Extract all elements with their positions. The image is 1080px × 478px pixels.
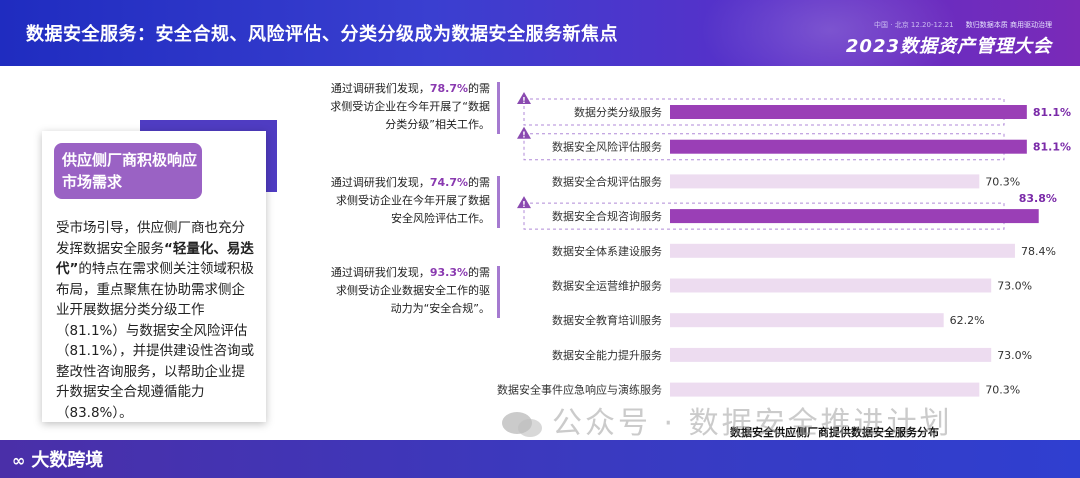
bar-6 (670, 278, 992, 293)
callout-3-pct: 93.3% (429, 266, 468, 279)
footer-logo-text: 大数跨境 (31, 450, 104, 471)
value-label-9: 70.3% (985, 384, 1020, 397)
category-label-1: 数据分类分级服务 (574, 105, 662, 119)
callout-1-bar (497, 82, 500, 134)
callout-1-post: 的需求侧受访企业在今年开展了“数据分类分级”相关工作。 (330, 82, 490, 131)
wechat-icon (502, 411, 542, 437)
event-name: 2023数据资产管理大会 (845, 36, 1052, 57)
event-subtitle: 中国 · 北京 12.20-12.21 数归数据本质 商用驱动治理 (874, 20, 1052, 30)
event-tagline: 数归数据本质 商用驱动治理 (965, 21, 1052, 29)
value-label-7: 62.2% (950, 314, 985, 327)
value-label-6: 73.0% (997, 280, 1032, 293)
value-label-8: 73.0% (997, 349, 1032, 362)
page-title: 数据安全服务：安全合规、风险评估、分类分级成为数据安全服务新焦点 (26, 24, 618, 45)
callout-2-pct: 74.7% (429, 176, 468, 189)
card-body-text: 受市场引导，供应侧厂商也充分发挥数据安全服务“轻量化、易迭代”的特点在需求侧关注… (56, 218, 256, 423)
value-label-1: 81.1% (1033, 106, 1071, 119)
callout-2-bar (497, 176, 500, 228)
category-label-7: 数据安全教育培训服务 (552, 313, 662, 327)
event-dates: 中国 · 北京 12.20-12.21 (874, 21, 954, 29)
callout-2-pre: 通过调研我们发现， (330, 176, 430, 189)
card-body-post: 的特点在需求侧关注领域积极布局，重点聚焦在协助需求侧企业开展数据分类分级工作（8… (56, 261, 255, 421)
bar-4 (670, 209, 1039, 224)
callout-1-pct: 78.7% (429, 82, 468, 95)
watermark-text: 公众号 · 数据安全推进计划 (552, 406, 953, 441)
value-label-2: 81.1% (1033, 141, 1071, 154)
bar-1 (670, 105, 1027, 119)
category-label-4: 数据安全合规咨询服务 (552, 209, 662, 223)
card-tag-line2: 市场需求 (62, 173, 123, 191)
bar-5 (670, 243, 1015, 258)
bar-7 (670, 313, 944, 328)
category-label-2: 数据安全风险评估服务 (552, 140, 662, 154)
bar-8 (670, 347, 992, 362)
value-label-3: 70.3% (985, 175, 1020, 188)
bar-9 (670, 382, 980, 397)
value-label-5: 78.4% (1021, 245, 1056, 258)
card-body-pre: 受市场引导，供应侧厂商也充分发挥数据安全服务 (56, 220, 245, 257)
card-tag-line1: 供应侧厂商积极响应 (62, 151, 198, 169)
warning-icon-2 (517, 126, 531, 139)
callout-3: 通过调研我们发现，93.3%的需求侧受访企业数据安全工作的驱动力为“安全合规”。 (330, 264, 490, 318)
callout-1-pre: 通过调研我们发现， (330, 82, 430, 95)
card-body-bold: “轻量化、易迭代” (56, 240, 254, 278)
bar-2 (670, 139, 1027, 154)
callout-2-post: 的需求侧受访企业在今年开展了数据安全风险评估工作。 (336, 176, 490, 225)
warning-mark-1: ! (522, 96, 526, 105)
footer-strip: ∞ 大数跨境 (0, 440, 1080, 478)
warning-mark-4: ! (522, 200, 526, 209)
watermark: 公众号 · 数据安全推进计划 (500, 398, 953, 442)
logo-mark-icon: ∞ (12, 451, 26, 470)
callout-3-bar (497, 266, 500, 318)
warning-mark-2: ! (522, 131, 526, 140)
category-label-9: 数据安全事件应急响应与演练服务 (497, 383, 662, 397)
category-label-3: 数据安全合规评估服务 (552, 174, 662, 188)
footer-logo: ∞ 大数跨境 (12, 446, 103, 472)
category-label-8: 数据安全能力提升服务 (552, 348, 662, 362)
chart-title: 数据安全供应侧厂商提供数据安全服务分布 (730, 426, 939, 439)
callout-3-post: 的需求侧受访企业数据安全工作的驱动力为“安全合规”。 (336, 266, 490, 315)
card-tag: 供应侧厂商积极响应 市场需求 (54, 143, 202, 199)
value-label-4: 83.8% (1019, 192, 1057, 205)
header-glow (700, 0, 960, 66)
callout-3-pre: 通过调研我们发现， (330, 266, 430, 279)
callout-2: 通过调研我们发现，74.7%的需求侧受访企业在今年开展了数据安全风险评估工作。 (330, 174, 490, 228)
bar-layer: 数据分类分级服务 81.1% 数据安全风险评估服务 81.1% 数据安全合规评估服务 70… (497, 105, 1071, 397)
warning-icon-1 (517, 92, 531, 104)
bar-3 (670, 174, 980, 189)
category-label-5: 数据安全体系建设服务 (552, 244, 662, 258)
header-banner: 数据安全服务：安全合规、风险评估、分类分级成为数据安全服务新焦点 中国 · 北京… (0, 0, 1080, 66)
callout-1: 通过调研我们发现，78.7%的需求侧受访企业在今年开展了“数据分类分级”相关工作… (330, 80, 490, 134)
category-label-6: 数据安全运营维护服务 (552, 279, 662, 293)
warning-icon-4 (517, 196, 531, 209)
